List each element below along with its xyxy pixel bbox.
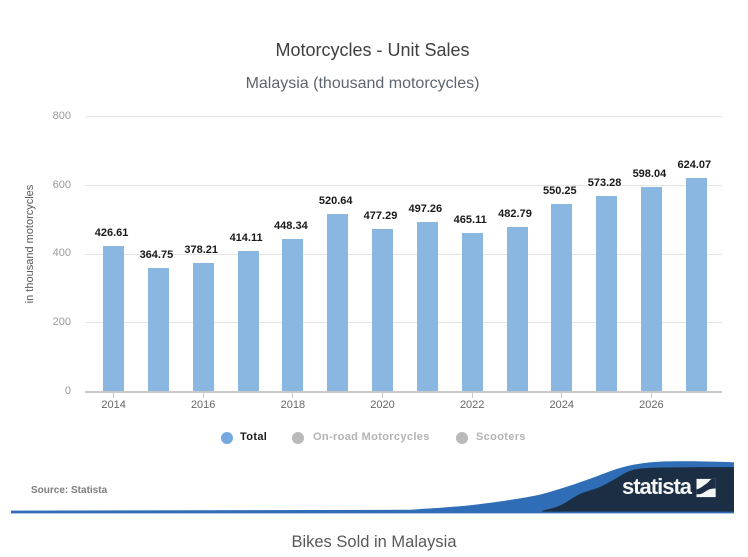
svg-text:statista: statista [622,474,693,499]
